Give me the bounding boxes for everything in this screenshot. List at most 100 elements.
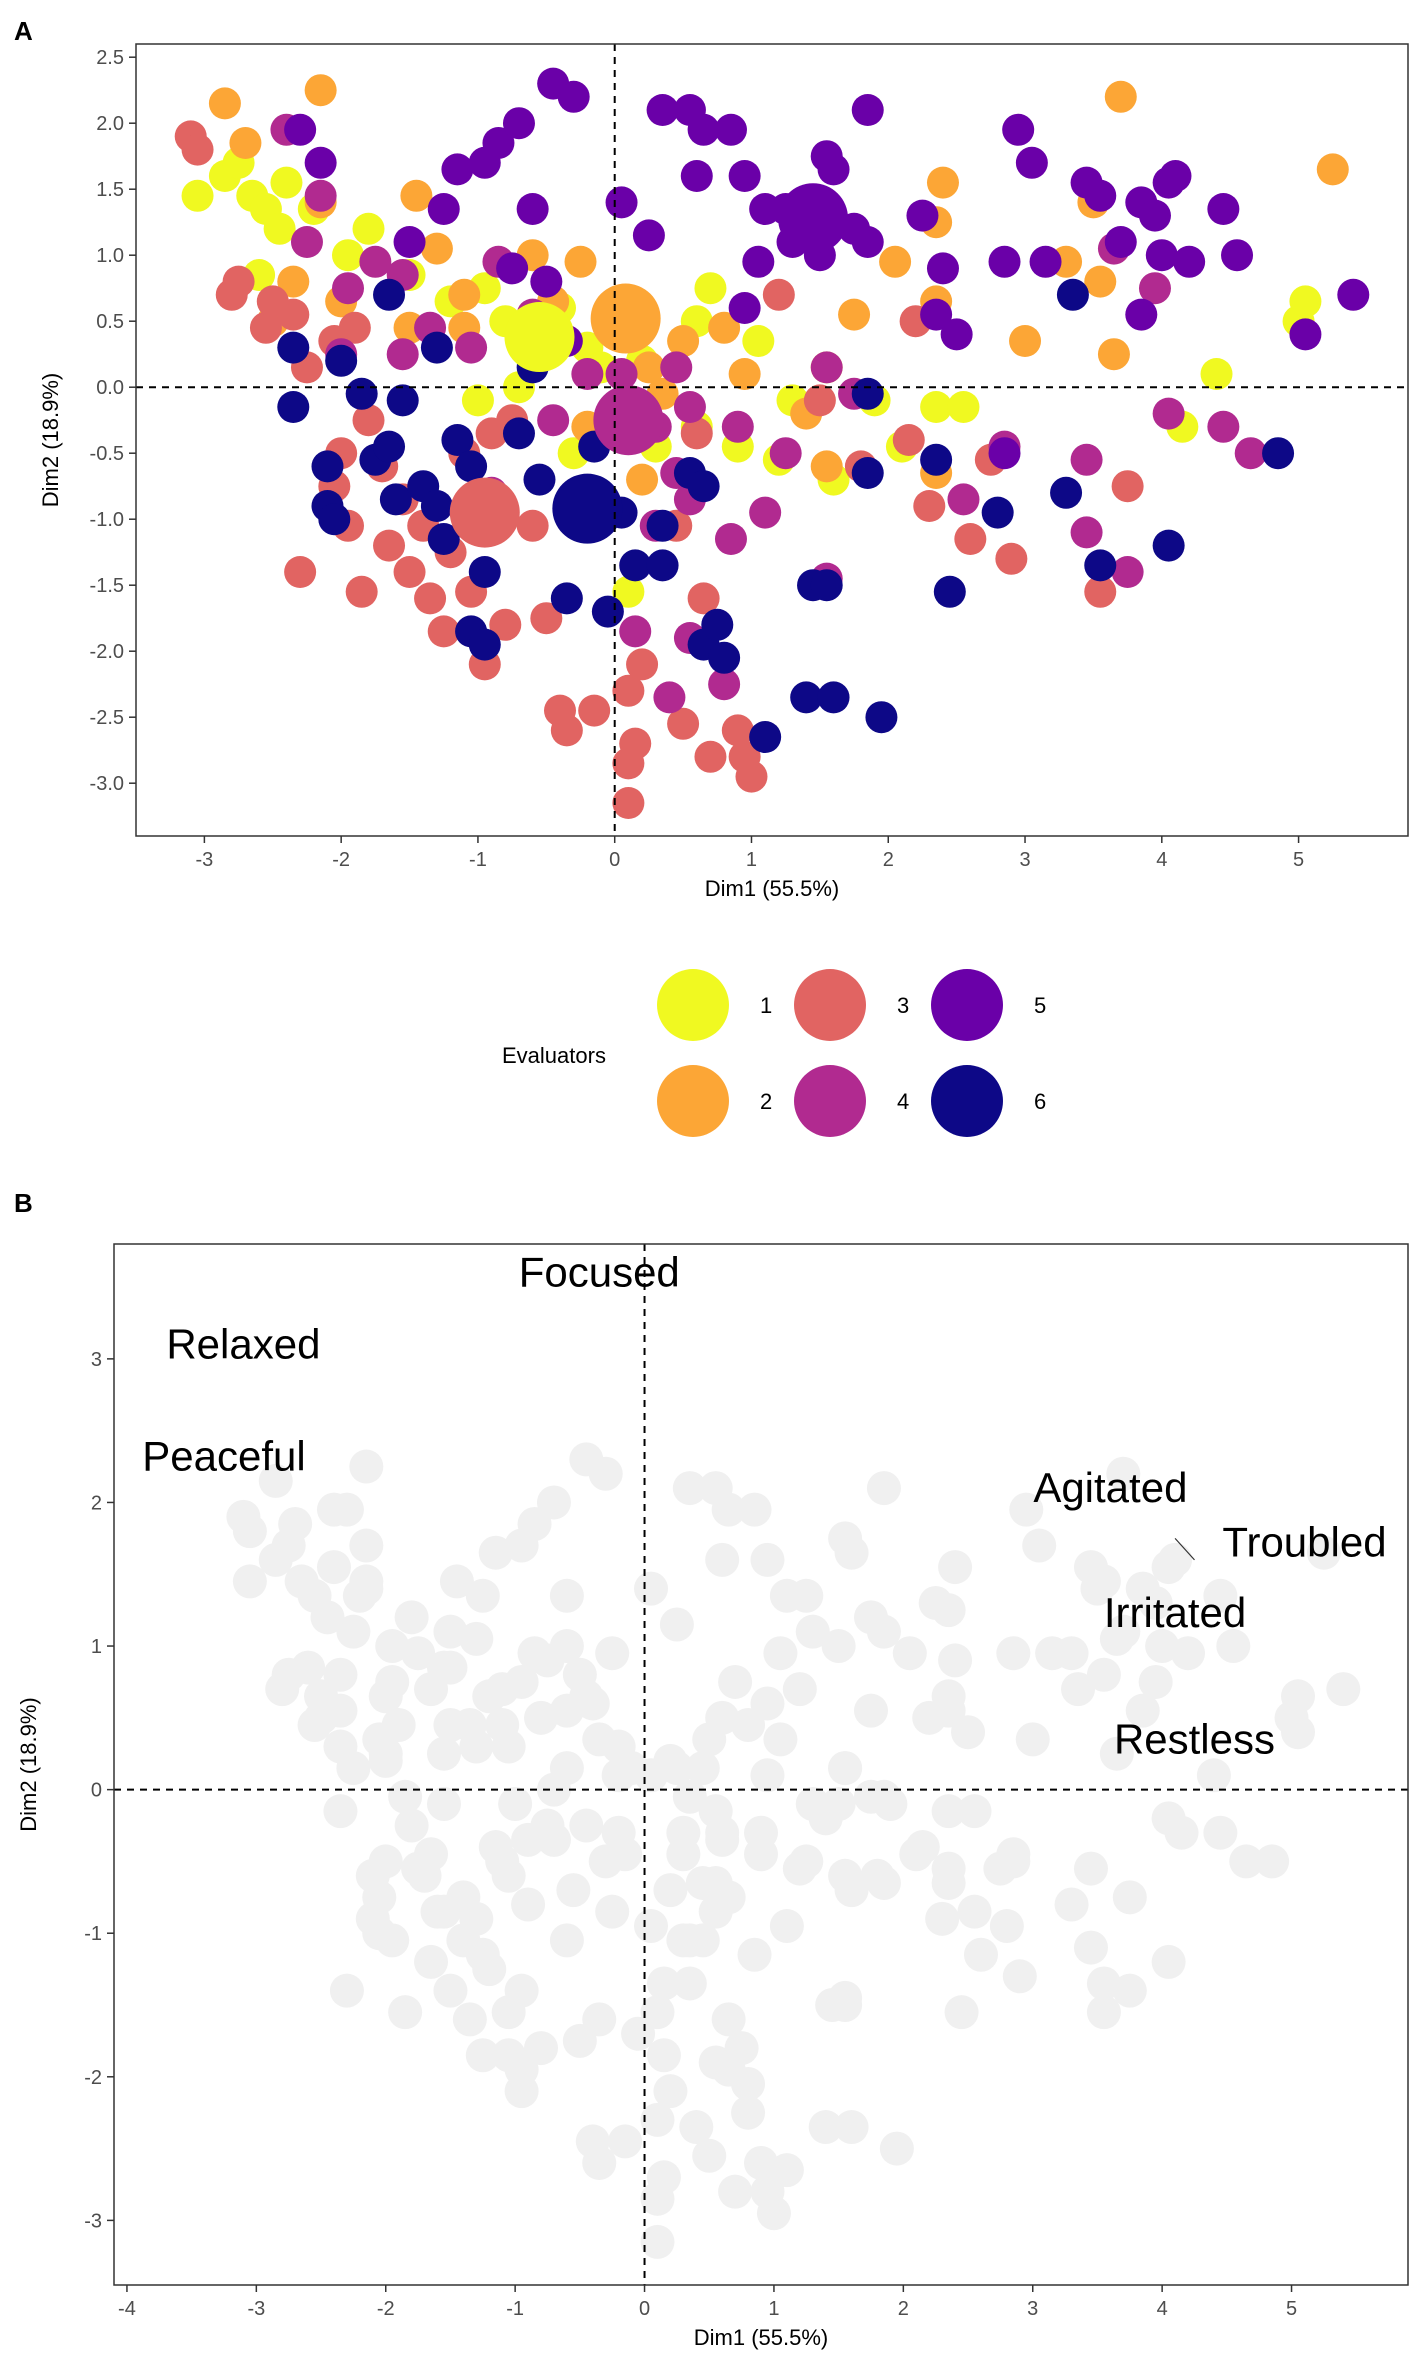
- x-tick-label: 1: [768, 2298, 779, 2320]
- point-evaluator-3: [550, 714, 583, 747]
- point-evaluator-5: [728, 292, 761, 324]
- individual-point: [362, 1916, 397, 1951]
- point-evaluator-6: [920, 443, 953, 476]
- individual-point: [323, 1729, 358, 1764]
- y-tick-label: -1.0: [90, 509, 124, 531]
- point-evaluator-6: [427, 523, 460, 555]
- legend-label-2: 2: [760, 1089, 772, 1114]
- centroid-evaluator-4: [593, 385, 664, 456]
- point-evaluator-4: [455, 331, 488, 364]
- point-evaluator-4: [605, 358, 638, 390]
- y-tick-label: 3: [91, 1349, 102, 1371]
- panel-b-x-axis: -4 -3 -2 -1 0 1 2 3 4 5: [118, 2285, 1297, 2320]
- point-evaluator-6: [550, 582, 583, 615]
- individual-point: [1112, 1973, 1147, 2008]
- individual-point: [582, 1722, 617, 1757]
- individual-point: [349, 1528, 384, 1563]
- individual-point: [692, 2138, 727, 2173]
- point-evaluator-5: [1029, 245, 1062, 278]
- point-evaluator-5: [714, 113, 747, 146]
- individual-point: [1203, 1578, 1238, 1613]
- individual-point: [679, 2110, 714, 2145]
- point-evaluator-4: [721, 410, 754, 443]
- x-tick-label: -1: [506, 2298, 524, 2320]
- individual-point: [853, 1693, 888, 1728]
- individual-point: [414, 1944, 449, 1979]
- point-evaluator-2: [708, 311, 741, 344]
- point-evaluator-3: [680, 417, 713, 450]
- x-tick-label: 2: [883, 849, 894, 871]
- point-evaluator-6: [851, 457, 884, 489]
- point-evaluator-6: [1056, 278, 1089, 311]
- point-evaluator-6: [851, 377, 884, 410]
- panel-a-x-axis: -3 -2 -1 0 1 2 3 4 5: [195, 836, 1304, 871]
- individual-point: [381, 1708, 416, 1743]
- individual-point: [524, 1700, 559, 1735]
- x-tick-label: -4: [118, 2298, 136, 2320]
- individual-point: [329, 1492, 364, 1527]
- point-evaluator-3: [393, 556, 426, 588]
- individual-point: [530, 1643, 565, 1678]
- point-evaluator-3: [626, 648, 659, 681]
- point-evaluator-3: [735, 760, 768, 793]
- individual-point: [355, 1858, 390, 1893]
- individual-point: [323, 1693, 358, 1728]
- point-evaluator-6: [523, 463, 556, 496]
- point-evaluator-3: [352, 404, 385, 437]
- y-tick-label: -2.5: [90, 707, 124, 729]
- individual-point: [951, 1715, 986, 1750]
- point-evaluator-4: [1111, 556, 1144, 588]
- y-tick-label: 1.0: [96, 245, 124, 267]
- individual-point: [368, 1743, 403, 1778]
- individual-point: [401, 1636, 436, 1671]
- point-evaluator-5: [1207, 193, 1240, 225]
- point-evaluator-4: [1207, 410, 1240, 443]
- individual-point: [731, 2095, 766, 2130]
- point-evaluator-3: [277, 298, 310, 331]
- point-evaluator-1: [742, 325, 775, 357]
- individual-point: [718, 1664, 753, 1699]
- point-evaluator-3: [612, 674, 645, 707]
- y-tick-label: 1: [91, 1636, 102, 1658]
- point-evaluator-2: [208, 87, 241, 120]
- point-evaluator-1: [352, 212, 385, 245]
- individual-point: [511, 1887, 546, 1922]
- individual-point: [271, 1657, 306, 1692]
- point-evaluator-6: [277, 331, 310, 364]
- point-evaluator-2: [229, 127, 262, 159]
- individual-point: [297, 1708, 332, 1743]
- y-tick-label: 0.0: [96, 377, 124, 399]
- point-evaluator-5: [851, 226, 884, 258]
- point-evaluator-1: [947, 391, 980, 423]
- point-evaluator-5: [906, 199, 939, 232]
- point-evaluator-5: [988, 437, 1021, 470]
- individual-point: [549, 1578, 584, 1613]
- individual-point: [582, 2145, 617, 2180]
- individual-point: [879, 2131, 914, 2166]
- point-evaluator-5: [742, 245, 775, 278]
- point-evaluator-4: [714, 523, 747, 555]
- point-evaluator-6: [325, 344, 358, 377]
- point-evaluator-5: [1337, 278, 1370, 311]
- individual-point: [517, 1506, 552, 1541]
- individual-point: [459, 1901, 494, 1936]
- legend-label-1: 1: [760, 993, 772, 1018]
- point-evaluator-2: [1084, 265, 1117, 298]
- individual-point: [763, 1722, 798, 1757]
- individual-point: [640, 2102, 675, 2137]
- panel-b-x-axis-label: Dim1 (55.5%): [694, 2325, 828, 2350]
- point-evaluator-4: [386, 338, 419, 371]
- individual-point: [1171, 1636, 1206, 1671]
- individual-point: [931, 1851, 966, 1886]
- individual-point: [504, 2052, 539, 2087]
- individual-point: [1022, 1528, 1057, 1563]
- individual-point: [1138, 1664, 1173, 1699]
- point-evaluator-6: [379, 483, 412, 516]
- point-evaluator-6: [318, 503, 351, 536]
- individual-point: [828, 1751, 863, 1786]
- point-evaluator-5: [502, 107, 535, 140]
- individual-point: [491, 1858, 526, 1893]
- point-evaluator-1: [1289, 285, 1322, 318]
- point-evaluator-2: [1104, 80, 1137, 113]
- individual-point: [634, 1571, 669, 1606]
